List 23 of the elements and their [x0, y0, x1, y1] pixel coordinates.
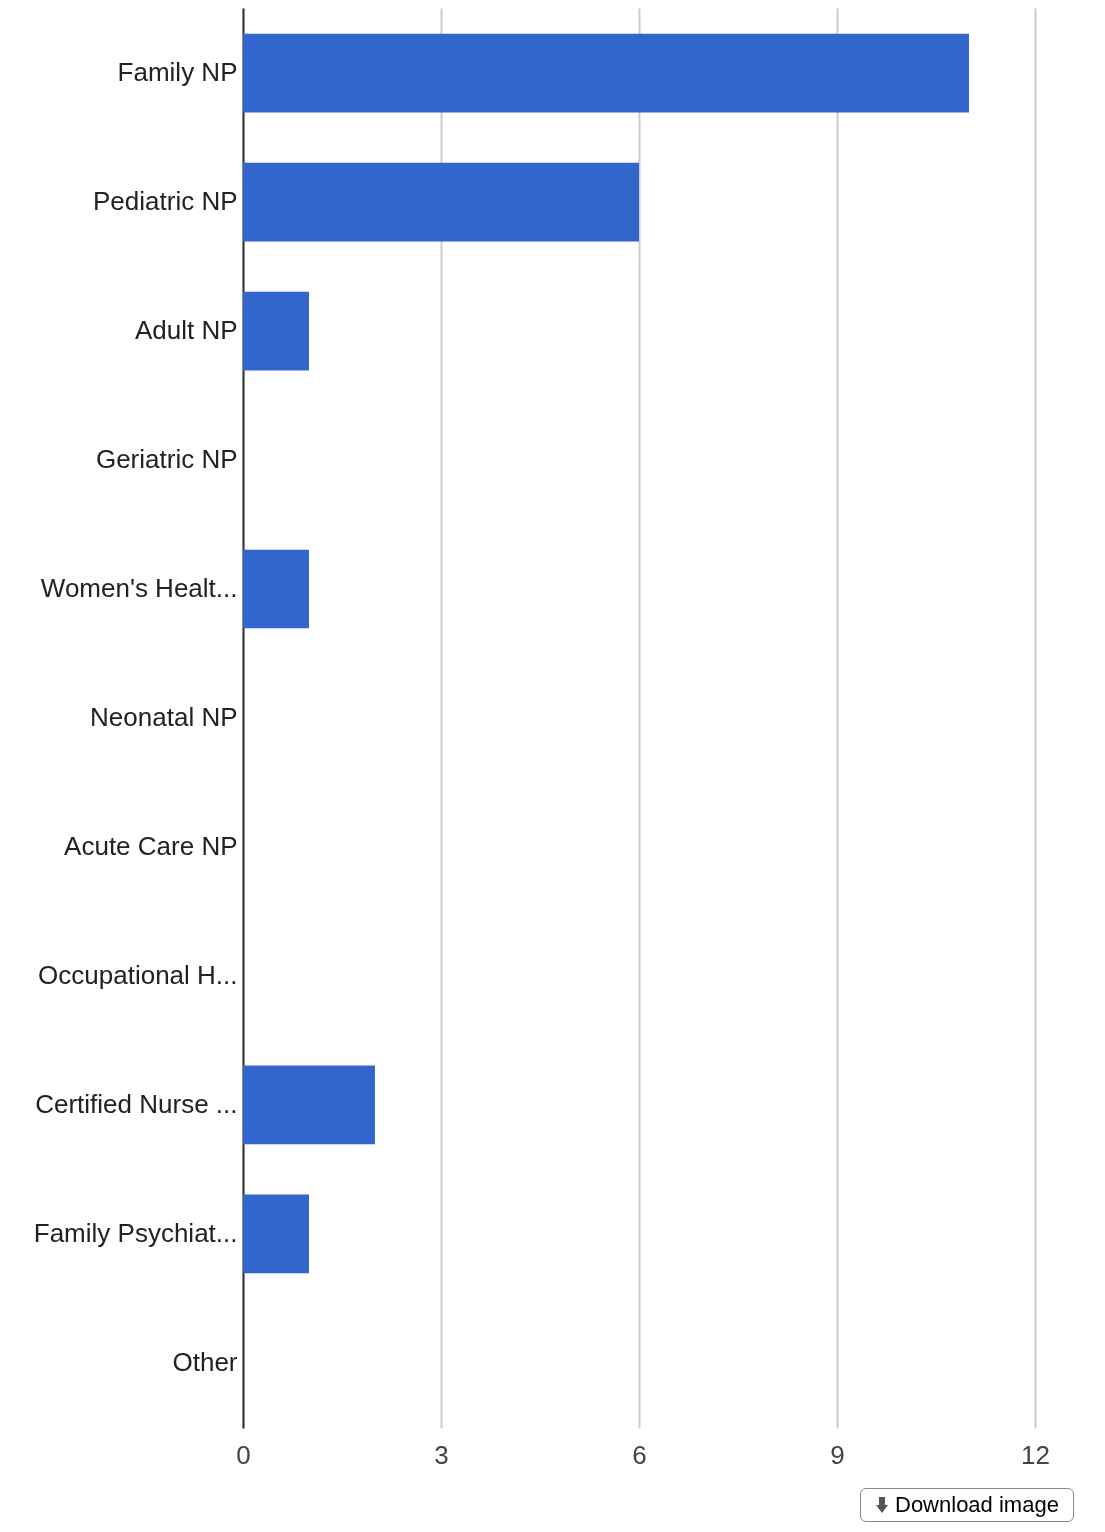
bar — [243, 1194, 309, 1274]
y-tick-label: Pediatric NP — [93, 186, 238, 217]
y-tick-label: Family Psychiat... — [33, 1217, 238, 1248]
bar — [243, 549, 309, 629]
x-tick-label: 12 — [1021, 1439, 1050, 1470]
y-tick-label: Other — [172, 1346, 238, 1377]
bar — [243, 33, 969, 113]
x-tick-label: 6 — [632, 1439, 647, 1470]
y-tick-label: Acute Care NP — [64, 830, 238, 861]
x-tick-label: 9 — [830, 1439, 845, 1470]
text: Download image — [895, 1492, 1059, 1518]
y-tick-label: Family NP — [117, 57, 238, 88]
y-tick-label: Certified Nurse ... — [35, 1088, 238, 1119]
y-tick-label: Neonatal NP — [90, 702, 238, 732]
y-tick-label: Occupational H... — [38, 959, 238, 990]
bar — [243, 1065, 375, 1145]
x-tick-label: 3 — [434, 1439, 449, 1470]
x-tick-label: 0 — [236, 1439, 251, 1470]
bar — [243, 291, 309, 371]
y-tick-label: Adult NP — [134, 315, 238, 346]
bar — [243, 162, 639, 242]
y-tick-label: Geriatric NP — [95, 444, 238, 475]
y-tick-label: Women's Healt... — [40, 573, 238, 604]
